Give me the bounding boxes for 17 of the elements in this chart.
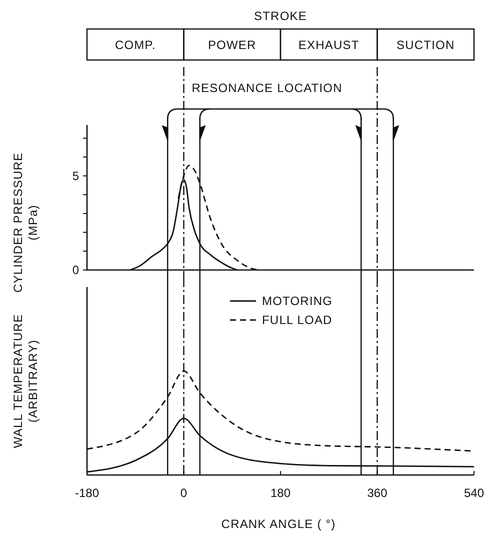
text: SUCTION — [396, 38, 455, 52]
x-tick-label: 540 — [464, 486, 484, 500]
text: POWER — [208, 38, 256, 52]
x-tick-label: 360 — [367, 486, 388, 500]
x-tick-label: 180 — [270, 486, 291, 500]
x-axis-title: CRANK ANGLE ( °) — [221, 517, 336, 531]
legend-label: MOTORING — [262, 294, 333, 308]
y-axis-title: CYLINDER PRESSURE (MPa) — [11, 152, 40, 293]
x-tick-label: -180 — [74, 486, 100, 500]
text: RESONANCE LOCATION — [192, 81, 342, 95]
legend-label: FULL LOAD — [262, 313, 332, 327]
x-tick-label: 0 — [180, 486, 188, 500]
text: COMP. — [114, 38, 156, 52]
y-axis-title: WALL TEMPERATURE (ARBITRARY) — [11, 314, 40, 448]
y-tick-label: 5 — [72, 168, 80, 183]
text: STROKE — [254, 9, 307, 23]
text: EXHAUST — [298, 38, 360, 52]
